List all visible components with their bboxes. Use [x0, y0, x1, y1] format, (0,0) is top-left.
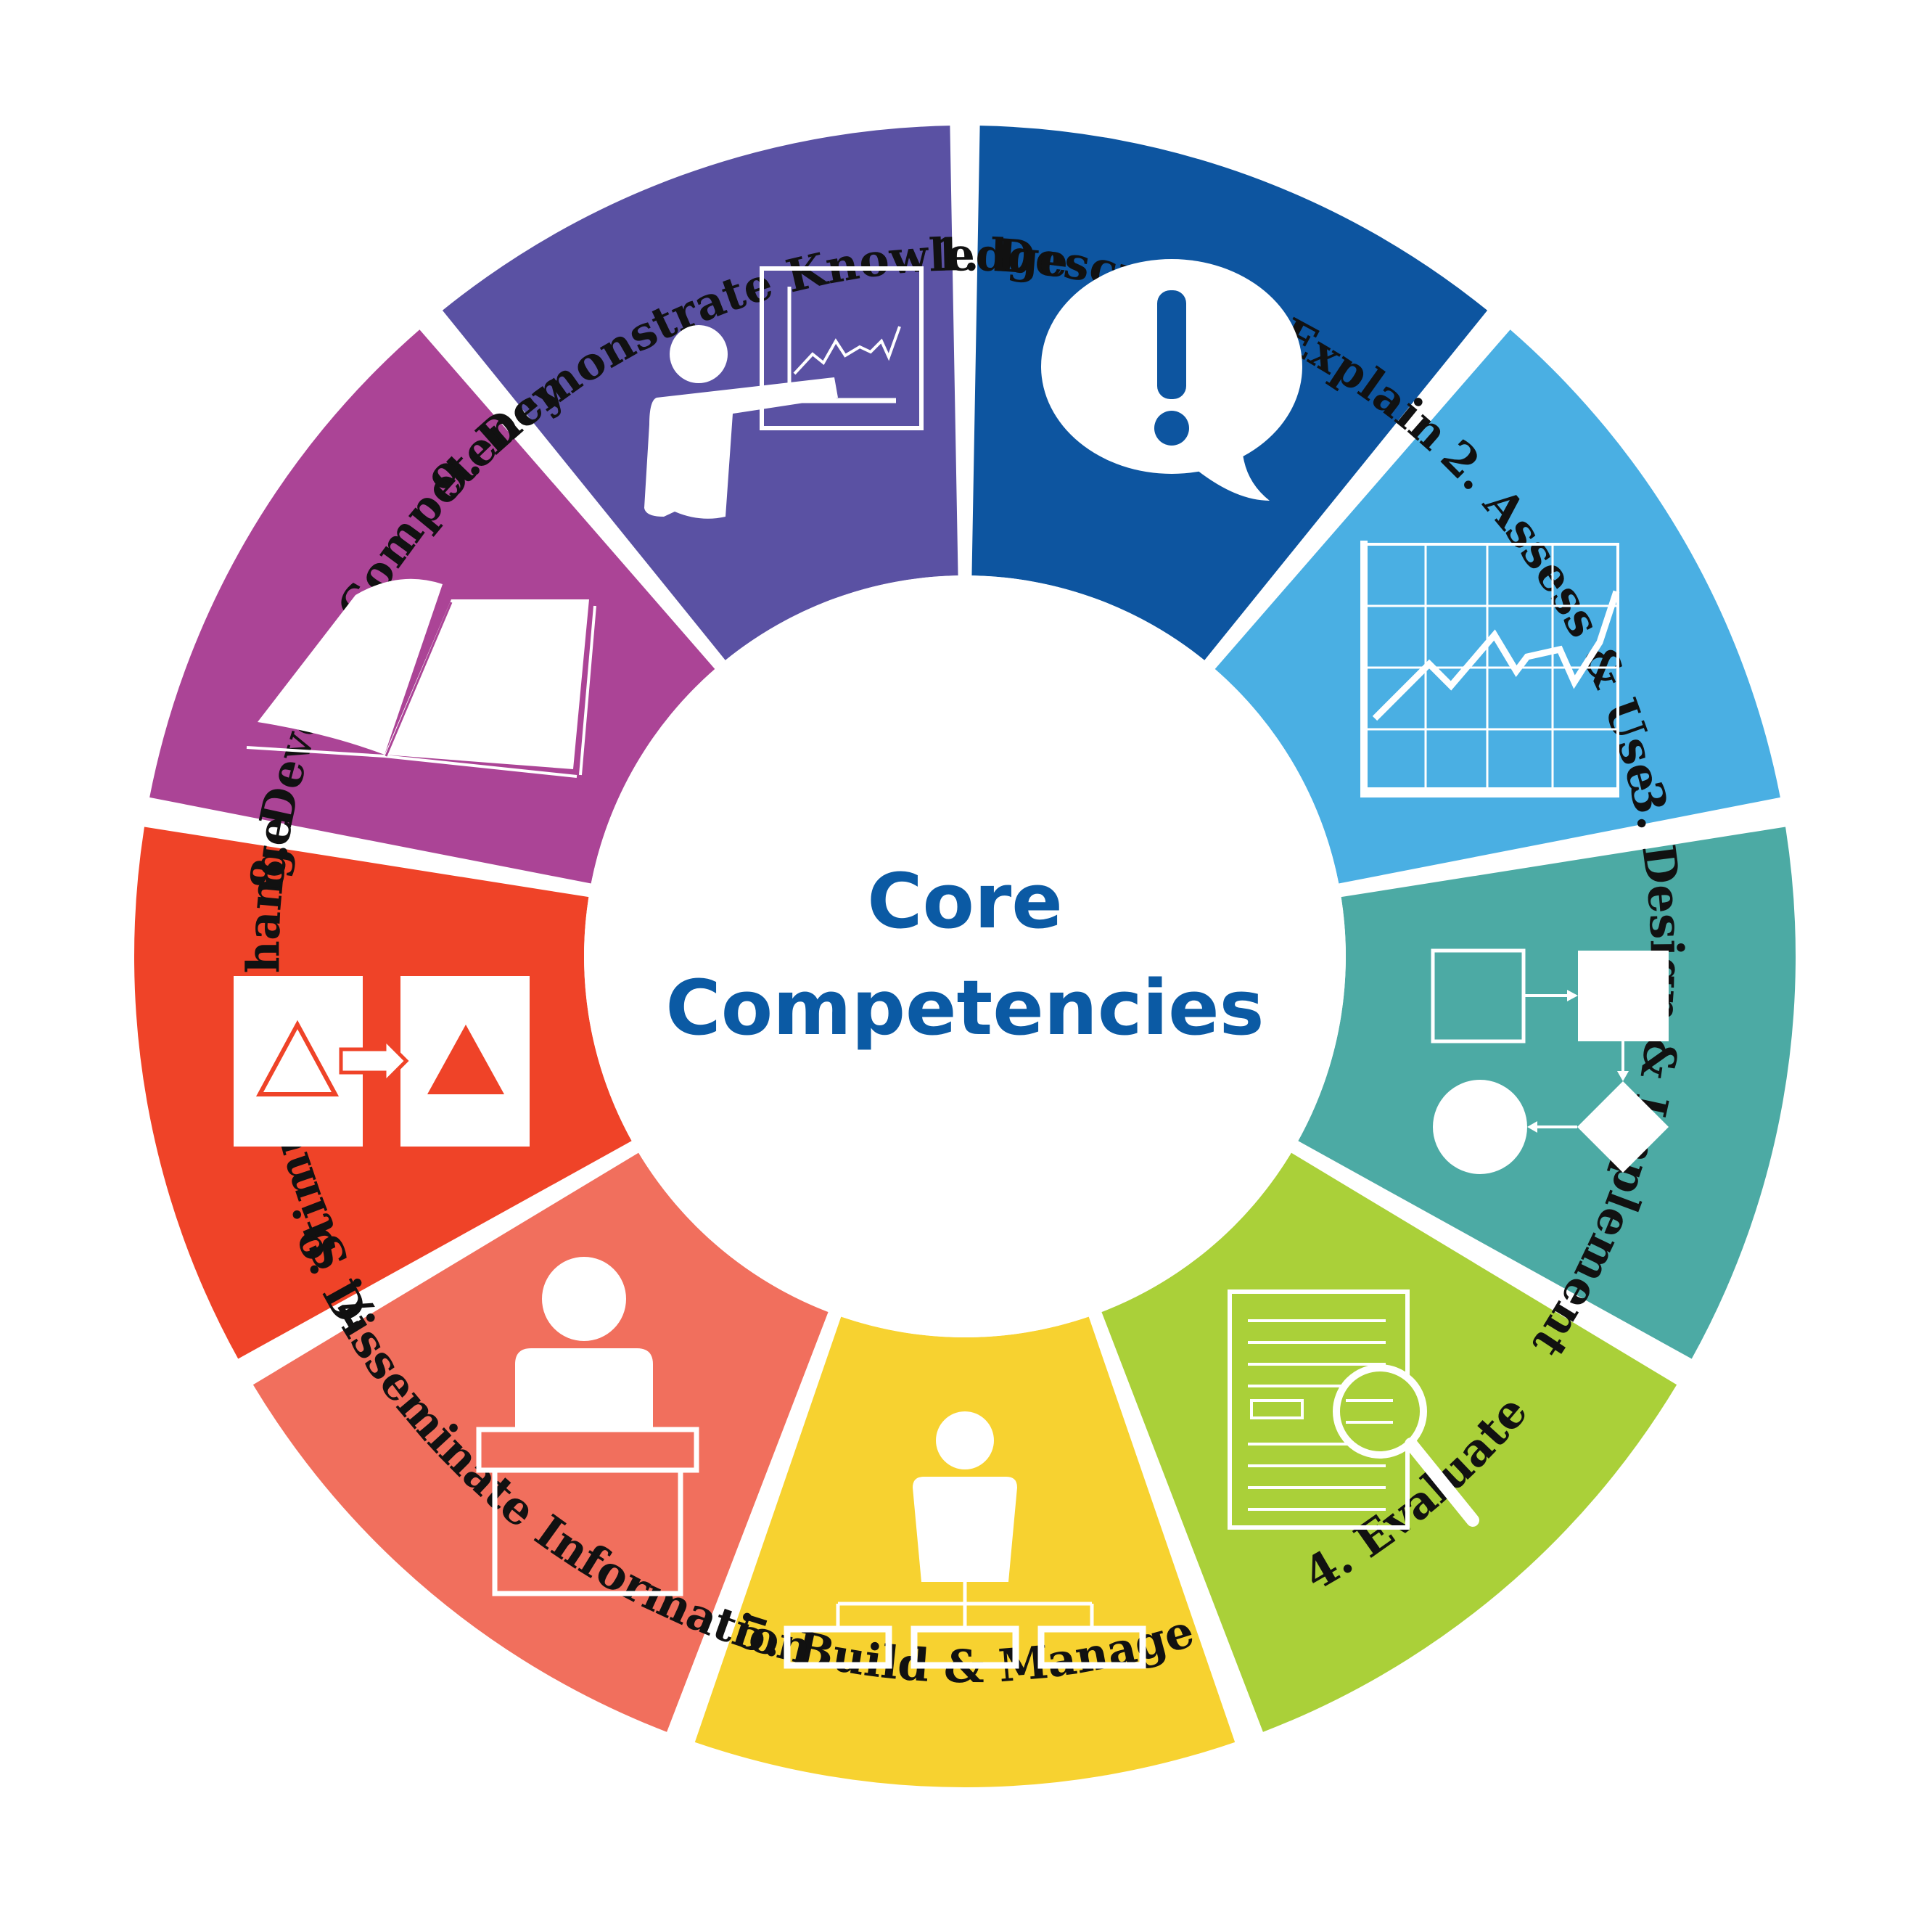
- document-magnifier-icon: [1228, 1289, 1479, 1530]
- open-book-icon: [246, 578, 596, 778]
- org-chart-person-icon: [784, 1411, 1146, 1669]
- speaker-podium-icon: [476, 1257, 699, 1596]
- speech-bubble-exclamation-icon: [1041, 259, 1302, 501]
- flowchart-icon: [1431, 948, 1669, 1174]
- line-chart-grid-icon: [1360, 541, 1620, 797]
- center-title-line1: Core: [867, 857, 1063, 946]
- center-circle: [584, 575, 1346, 1337]
- presenter-chart-icon: [644, 266, 924, 519]
- triangle-transform-icon: [234, 976, 530, 1147]
- segment-3: [1298, 827, 1796, 1359]
- center-title-line2: Competencies: [665, 964, 1264, 1052]
- segment-7: [133, 827, 632, 1359]
